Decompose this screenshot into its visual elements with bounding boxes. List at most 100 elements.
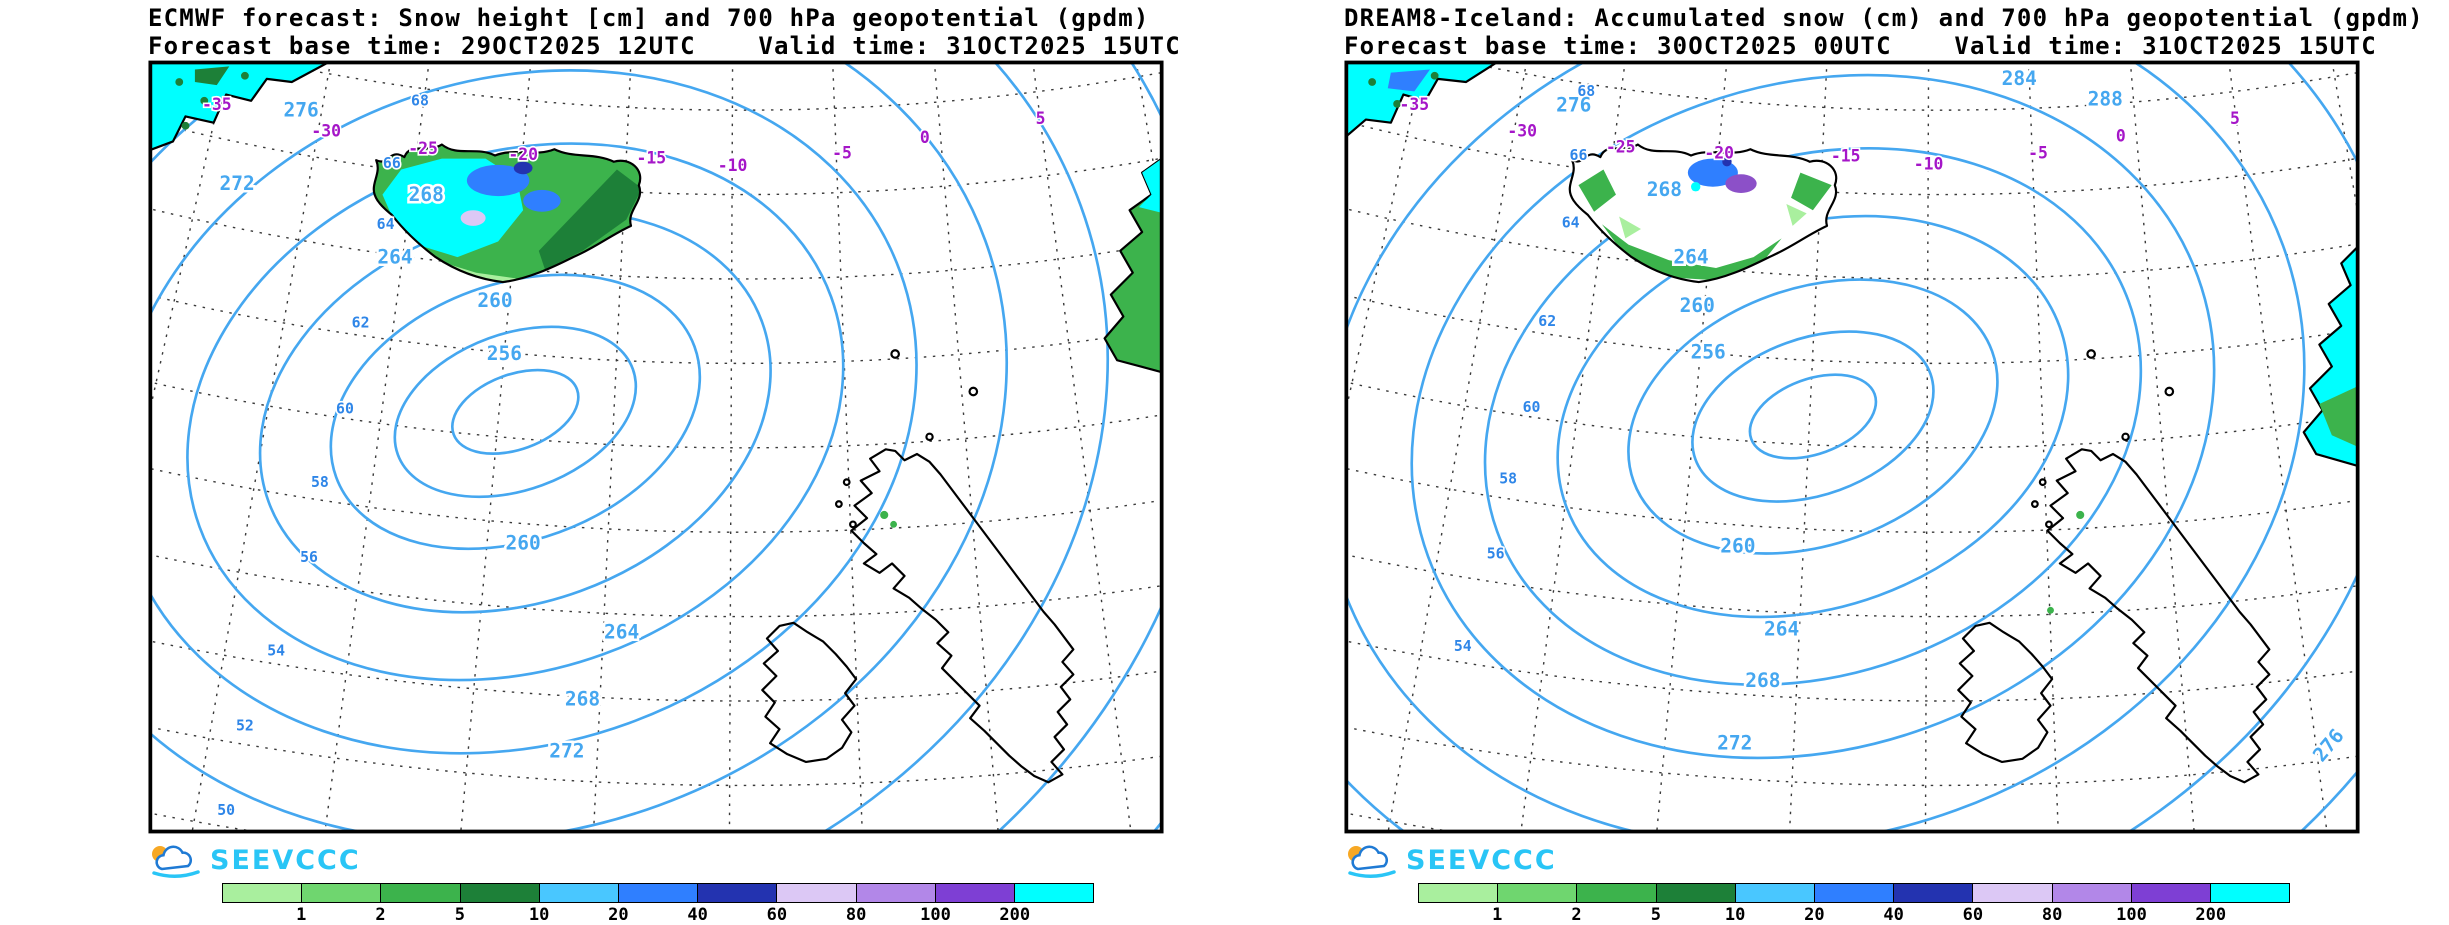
legend-color-segment	[617, 883, 699, 903]
lon-label: 5	[1036, 109, 1046, 128]
legend-color-segment	[855, 883, 936, 903]
legend-color-segment	[697, 883, 778, 903]
lat-label: 58	[311, 474, 329, 491]
lat-label: 56	[1487, 546, 1505, 563]
snow-amount-legend: 1 2 5 10 20 40 60 80 100 200	[1418, 883, 2291, 925]
snow-speck	[2047, 606, 2054, 614]
scotland-snow-speck	[890, 520, 898, 528]
contour-label: 288	[2088, 87, 2123, 110]
lon-label: -15	[1831, 147, 1861, 166]
legend-value: 1	[296, 905, 307, 925]
scotland-snow-speck	[880, 510, 889, 520]
lat-label: 62	[1538, 313, 1556, 330]
contour-label: 264	[1764, 617, 1799, 640]
great-britain-coastline	[2046, 448, 2271, 784]
contour-label: 264	[1673, 245, 1708, 268]
lat-label: 66	[383, 155, 401, 172]
lat-label: 60	[336, 400, 354, 417]
lat-label: 52	[236, 718, 254, 735]
lon-label: -30	[311, 122, 341, 141]
legend-color-segment	[1972, 883, 2053, 903]
swoosh-icon	[1348, 870, 1396, 878]
legend-value: 200	[999, 905, 1031, 925]
legend-color-segment	[1497, 883, 1578, 903]
lat-label: 66	[1570, 147, 1588, 164]
legend-value: 200	[2195, 905, 2227, 925]
legend-color-segment	[459, 883, 540, 903]
greenland-coastline	[150, 62, 331, 152]
contour-label: 264	[377, 245, 412, 268]
cloud-icon	[155, 845, 193, 871]
scotland-snow-speck	[2076, 510, 2085, 520]
seevccc-cloud-icon	[152, 845, 200, 878]
legend-color-segment	[1655, 883, 1736, 903]
small-islands	[834, 349, 979, 529]
legend-color-segment	[1734, 883, 1815, 903]
legend-color-segment	[1576, 883, 1657, 903]
legend-value: 20	[608, 905, 629, 925]
legend-color-bar	[1418, 883, 2291, 903]
contour-label: 276	[1556, 94, 1591, 117]
legend-value-labels: 1 2 5 10 20 40 60 80 100 200	[1418, 903, 2290, 925]
seevccc-logo: SEEVCCC	[148, 840, 361, 880]
geopotential-contours	[1346, 62, 2358, 832]
iceland-snow-field	[373, 144, 641, 283]
legend-color-segment	[1813, 883, 1895, 903]
lat-label: 58	[1499, 471, 1517, 488]
legend-value: 2	[375, 905, 386, 925]
contour-label: 272	[1717, 731, 1752, 754]
cloud-icon	[1351, 845, 1389, 871]
legend-color-segment	[1893, 883, 1974, 903]
greenland-coastline	[1346, 62, 1499, 138]
legend-value: 5	[1650, 905, 1661, 925]
swoosh-icon	[152, 870, 200, 878]
lat-label: 68	[1577, 83, 1595, 100]
legend-color-segment	[2209, 883, 2291, 903]
legend-value: 100	[2116, 905, 2147, 925]
ireland-coastline	[1957, 621, 2054, 764]
lat-label: 60	[1523, 399, 1541, 416]
british-isles	[1957, 448, 2271, 784]
lon-label: 0	[920, 128, 930, 147]
contour-label: 276	[2308, 724, 2348, 766]
lat-label: 68	[411, 92, 429, 109]
lon-label: -20	[1704, 144, 1734, 163]
legend-color-segment	[934, 883, 1015, 903]
lon-label: -10	[718, 156, 748, 175]
lon-label: -25	[408, 139, 438, 158]
legend-color-segment	[2130, 883, 2211, 903]
contour-label: 256	[1691, 341, 1726, 364]
lon-label: -5	[2028, 144, 2048, 163]
legend-value: 80	[845, 905, 867, 925]
seevccc-logo: SEEVCCC	[1344, 840, 1557, 880]
iceland	[372, 143, 642, 284]
legend-value: 80	[2041, 905, 2063, 925]
legend-value: 40	[687, 905, 708, 925]
contour-label: 268	[1745, 669, 1780, 692]
lon-label: -35	[1400, 95, 1430, 114]
contour-label: 260	[1720, 535, 1755, 558]
norway-snow-patch	[1138, 158, 1162, 213]
legend-value: 10	[1724, 905, 1746, 925]
legend-color-segment	[538, 883, 619, 903]
lat-label: 64	[1562, 214, 1580, 231]
greenland-snow-patch	[1387, 69, 1430, 92]
seevccc-logo-text: SEEVCCC	[210, 844, 361, 876]
legend-value: 10	[528, 905, 550, 925]
legend-value: 20	[1804, 905, 1825, 925]
seevccc-cloud-icon	[1348, 845, 1396, 878]
graticule-grid	[150, 62, 1162, 832]
contour-label: 272	[219, 172, 254, 195]
map-frame	[1344, 60, 2360, 834]
legend-color-segment	[1418, 883, 1499, 903]
panel-title: DREAM8-Iceland: Accumulated snow (cm) an…	[1344, 4, 2424, 32]
small-islands	[2030, 349, 2175, 529]
weather-map-ecmwf: 276 272 268 264 260 256 260 264 268 272 68 66 64 62 60…	[148, 60, 1164, 834]
lat-label: 62	[352, 314, 370, 331]
lon-label: -25	[1606, 137, 1636, 156]
legend-color-segment	[776, 883, 857, 903]
legend-color-segment	[380, 883, 461, 903]
legend-value-labels: 1 2 5 10 20 40 60 80 100 200	[222, 903, 1094, 925]
